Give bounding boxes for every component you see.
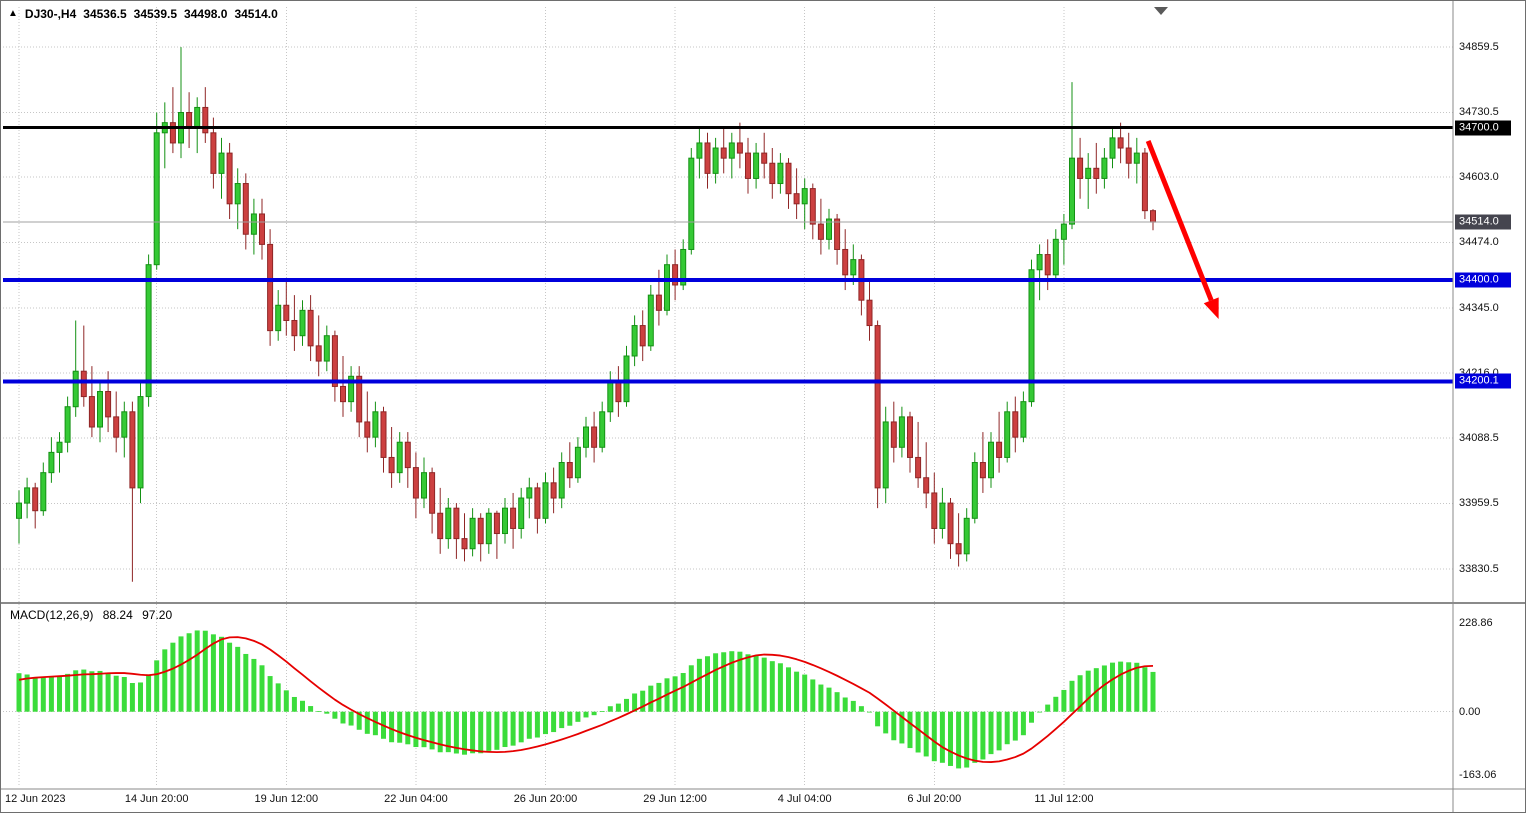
price-tick-label: 34088.5 [1459, 431, 1499, 444]
time-axis-label: 11 Jul 12:00 [1034, 793, 1094, 805]
price-level-badge: 34200.1 [1455, 373, 1511, 389]
time-axis-label: 26 Jun 20:00 [513, 793, 578, 805]
indicator-name: MACD(12,26,9) [10, 608, 94, 622]
price-tick-label: 34345.0 [1459, 301, 1499, 314]
candles [16, 47, 1156, 582]
chart-shift-icon[interactable] [1154, 7, 1168, 15]
grid [3, 7, 1453, 787]
current-price-badge: 34514.0 [1455, 214, 1511, 230]
ohlc-open-value: 34536.5 [83, 7, 127, 21]
time-axis-label: 29 Jun 12:00 [643, 793, 707, 805]
indicator-main-value: 88.24 [102, 608, 133, 622]
price-tick-label: 33830.5 [1459, 562, 1499, 575]
indicator-signal-value: 97.20 [142, 608, 173, 622]
symbol-dropdown-icon: ▲ [8, 8, 18, 19]
indicator-tick-label: -163.06 [1459, 768, 1497, 781]
ohlc-close-value: 34514.0 [234, 7, 278, 21]
time-axis-label: 14 Jun 20:00 [124, 793, 189, 805]
ohlc-low-value: 34498.0 [184, 7, 228, 21]
time-axis-label: 12 Jun 2023 [5, 793, 66, 805]
indicator-tick-label: 0.00 [1459, 705, 1481, 718]
price-level-badge: 34400.0 [1455, 272, 1511, 288]
trend-arrow-annotation[interactable] [1145, 139, 1219, 319]
time-axis-label: 22 Jun 04:00 [384, 793, 448, 805]
price-tick-label: 34730.5 [1459, 106, 1499, 119]
indicator-label: MACD(12,26,9) 88.24 97.20 [10, 608, 178, 622]
price-tick-label: 34859.5 [1459, 40, 1499, 53]
price-tick-label: 33959.5 [1459, 497, 1499, 510]
indicator-tick-label: 228.86 [1459, 616, 1493, 629]
price-tick-label: 34474.0 [1459, 236, 1499, 249]
ohlc-high-value: 34539.5 [133, 7, 178, 21]
time-axis-label: 19 Jun 12:00 [254, 793, 319, 805]
time-axis-label: 6 Jul 20:00 [907, 793, 962, 805]
price-tick-label: 34603.0 [1459, 170, 1499, 183]
price-level-badge: 34700.0 [1455, 120, 1511, 136]
macd-signal-line [18, 636, 1154, 763]
symbol-header: ▲ DJ30-,H4 34536.5 34539.5 34498.0 34514… [8, 7, 278, 21]
symbol-timeframe-label: DJ30-,H4 [24, 7, 77, 21]
time-axis-label: 4 Jul 04:00 [777, 793, 832, 805]
